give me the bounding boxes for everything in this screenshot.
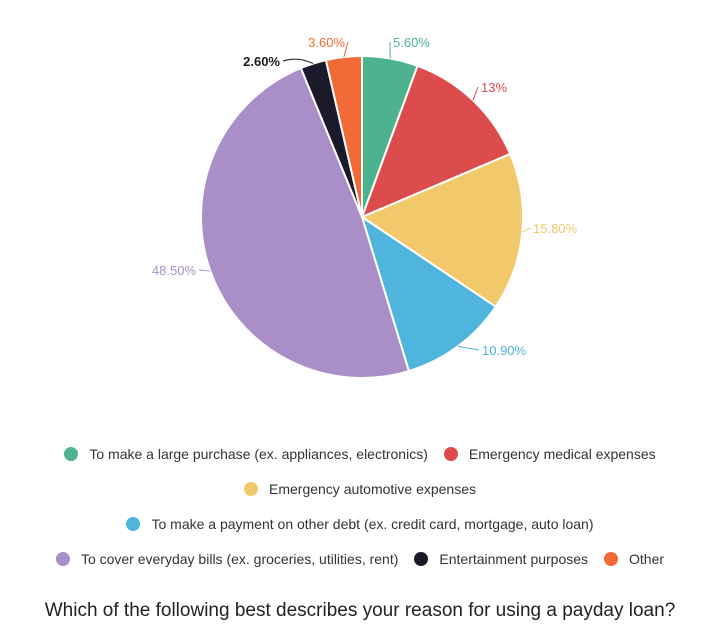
chart-title: Which of the following best describes yo… [44, 600, 676, 621]
legend-swatch [604, 551, 619, 566]
legend-label: Entertainment purposes [439, 550, 589, 567]
legend-item[interactable]: To make a large purchase (ex. appliances… [64, 446, 428, 462]
data-label: 13% [481, 80, 507, 95]
legend-label: To make a payment on other debt (ex. cre… [151, 515, 594, 532]
data-label: 3.60% [308, 35, 345, 50]
legend-item[interactable]: Other [604, 551, 664, 567]
legend-swatch [443, 446, 458, 461]
pie-slice [324, 54, 363, 218]
leader-line [282, 58, 314, 65]
leader-line [198, 269, 211, 272]
leader-line [522, 227, 531, 233]
legend-label: Emergency medical expenses [468, 445, 656, 462]
leader-line [457, 345, 480, 351]
pie-slice [360, 214, 498, 373]
pie-chart: 5.60% 13% 15.80% 10.90% 48.50% 2.60% 3.60% [152, 35, 578, 379]
legend-item[interactable]: Emergency automotive expenses [244, 481, 476, 497]
legend-swatch [414, 551, 429, 566]
data-label: 15.80% [533, 221, 578, 236]
data-label: 48.50% [152, 263, 197, 278]
legend-item[interactable]: To cover everyday bills (ex. groceries, … [55, 550, 399, 567]
legend-swatch [64, 446, 79, 461]
legend-item[interactable]: To make a payment on other debt (ex. cre… [126, 515, 594, 532]
data-label: 10.90% [482, 343, 527, 358]
legend-label: To make a large purchase (ex. appliances… [89, 445, 428, 462]
pie-slice [359, 152, 524, 309]
pie-slice [360, 64, 512, 219]
legend-row: Emergency automotive expenses [0, 471, 720, 506]
legend-label: Other [629, 550, 665, 567]
legend-item[interactable]: Entertainment purposes [414, 551, 588, 567]
legend-label: To cover everyday bills (ex. groceries, … [80, 550, 399, 567]
data-label: 2.60% [243, 54, 280, 69]
leader-line [343, 41, 349, 58]
chart-legend: To make a large purchase (ex. appliances… [0, 436, 720, 576]
legend-row: To make a large purchase (ex. appliances… [0, 436, 720, 471]
pie-slice [200, 66, 411, 379]
legend-swatch [244, 481, 258, 496]
legend-row: To cover everyday bills (ex. groceries, … [0, 541, 720, 576]
leader-line [472, 86, 479, 101]
legend-row: To make a payment on other debt (ex. cre… [0, 506, 720, 541]
data-label: 5.60% [393, 35, 430, 50]
legend-swatch [55, 551, 70, 566]
legend-item[interactable]: Emergency medical expenses [443, 445, 656, 462]
legend-swatch [126, 516, 141, 531]
legend-label: Emergency automotive expenses [269, 480, 476, 497]
